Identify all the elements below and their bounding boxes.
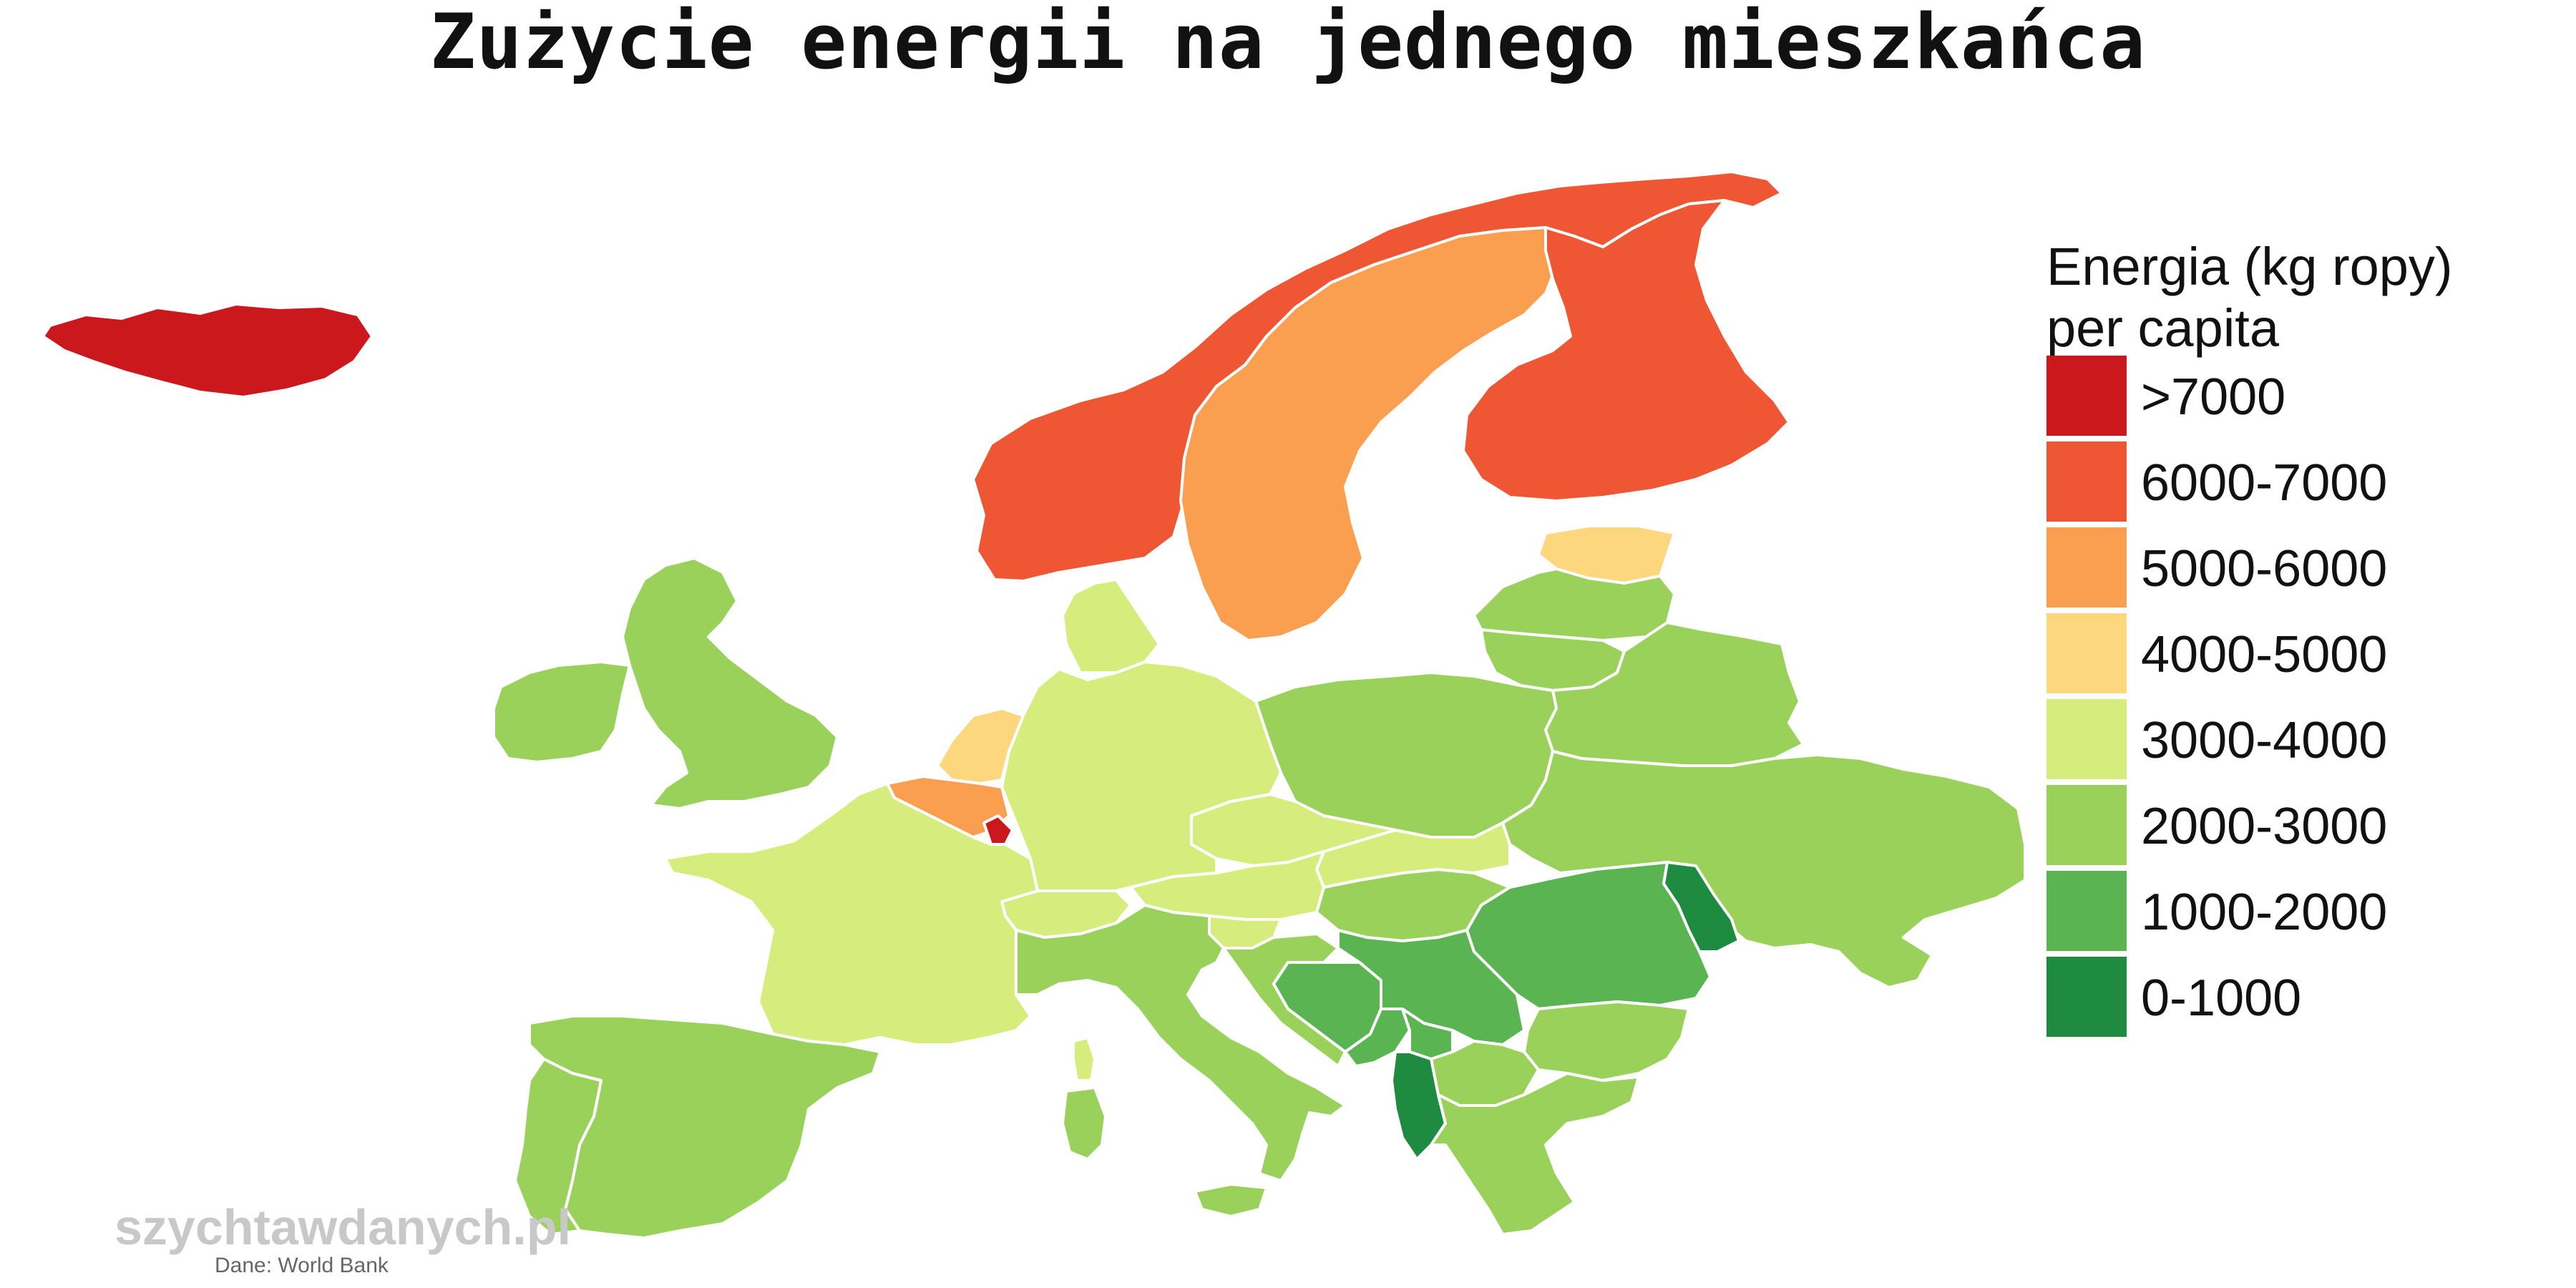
country-sweden <box>1179 226 1561 642</box>
legend-swatch <box>2046 699 2127 779</box>
country-slovakia <box>1315 821 1511 889</box>
watermark: szychtawdanych.pl <box>114 1199 571 1255</box>
legend-item: 6000-7000 <box>2046 441 2547 526</box>
legend-item: 4000-5000 <box>2046 613 2547 698</box>
legend-item: 0-1000 <box>2046 957 2547 1041</box>
legend-swatch <box>2046 785 2127 865</box>
legend-item: 1000-2000 <box>2046 871 2547 955</box>
country-portugal <box>514 1058 602 1236</box>
country-sicily <box>1194 1183 1268 1218</box>
country-sardinia <box>1061 1086 1107 1161</box>
legend-item: 3000-4000 <box>2046 699 2547 784</box>
map-title: Zużycie energii na jednego mieszkańca <box>429 0 2147 86</box>
country-latvia <box>1473 567 1676 642</box>
legend-swatch <box>2046 957 2127 1037</box>
legend-item: 2000-3000 <box>2046 785 2547 869</box>
legend-label: 5000-6000 <box>2141 540 2388 597</box>
legend-label: 2000-3000 <box>2141 798 2388 855</box>
legend-swatch <box>2046 356 2127 436</box>
country-corsica <box>1072 1036 1096 1082</box>
country-italy <box>1015 904 1347 1182</box>
legend-title-line1: Energia (kg ropy) <box>2046 237 2453 296</box>
country-united-kingdom <box>621 557 839 810</box>
country-luxembourg <box>982 814 1014 846</box>
legend-swatch <box>2046 441 2127 522</box>
legend-label: 1000-2000 <box>2141 884 2388 941</box>
legend-swatch <box>2046 613 2127 693</box>
country-denmark <box>1061 578 1161 674</box>
country-finland <box>1462 199 1790 502</box>
source-note: Dane: World Bank <box>215 1254 389 1277</box>
legend-swatch <box>2046 527 2127 608</box>
legend-label: 4000-5000 <box>2141 626 2388 683</box>
country-iceland <box>42 303 374 399</box>
country-bulgaria <box>1523 1000 1690 1082</box>
legend-label: >7000 <box>2141 369 2286 426</box>
country-ireland <box>492 660 631 763</box>
legend-label: 3000-4000 <box>2141 712 2388 769</box>
country-greece <box>1430 1072 1640 1236</box>
legend-title: Energia (kg ropy) per capita <box>2046 236 2453 359</box>
legend-label: 0-1000 <box>2141 970 2302 1027</box>
country-czechia <box>1190 793 1397 867</box>
legend-swatch <box>2046 871 2127 951</box>
legend-title-line2: per capita <box>2046 298 2279 358</box>
legend-item: >7000 <box>2046 356 2547 440</box>
legend-item: 5000-6000 <box>2046 527 2547 612</box>
legend-label: 6000-7000 <box>2141 454 2388 512</box>
